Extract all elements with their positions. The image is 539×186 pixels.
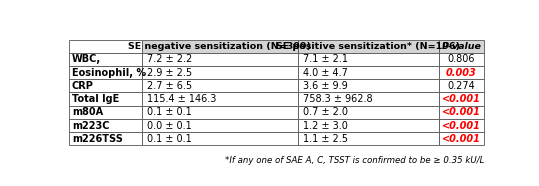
- Text: SE negative sensitization (N=399): SE negative sensitization (N=399): [128, 42, 312, 51]
- Text: Eosinophil, %: Eosinophil, %: [72, 68, 146, 78]
- Text: 3.6 ± 9.9: 3.6 ± 9.9: [302, 81, 347, 91]
- Text: 758.3 ± 962.8: 758.3 ± 962.8: [302, 94, 372, 104]
- Text: 7.1 ± 2.1: 7.1 ± 2.1: [302, 54, 348, 64]
- Text: 7.2 ± 2.2: 7.2 ± 2.2: [147, 54, 192, 64]
- Text: P-value: P-value: [441, 42, 481, 51]
- Bar: [142, 119, 298, 132]
- Bar: [70, 53, 142, 66]
- Bar: [439, 106, 484, 119]
- Bar: [298, 53, 439, 66]
- Text: WBC,: WBC,: [72, 54, 101, 64]
- Bar: [70, 39, 142, 53]
- Bar: [142, 132, 298, 145]
- Text: 0.0 ± 0.1: 0.0 ± 0.1: [147, 121, 192, 131]
- Bar: [70, 119, 142, 132]
- Text: m223C: m223C: [72, 121, 109, 131]
- Bar: [70, 79, 142, 92]
- Text: <0.001: <0.001: [442, 94, 481, 104]
- Text: 115.4 ± 146.3: 115.4 ± 146.3: [147, 94, 217, 104]
- Bar: [298, 106, 439, 119]
- Text: 0.1 ± 0.1: 0.1 ± 0.1: [147, 134, 192, 144]
- Bar: [439, 119, 484, 132]
- Text: <0.001: <0.001: [442, 121, 481, 131]
- Text: m226TSS: m226TSS: [72, 134, 123, 144]
- Bar: [142, 66, 298, 79]
- Bar: [298, 79, 439, 92]
- Bar: [70, 132, 142, 145]
- Text: m80A: m80A: [72, 107, 103, 117]
- Bar: [142, 92, 298, 106]
- Bar: [142, 39, 298, 53]
- Text: 1.1 ± 2.5: 1.1 ± 2.5: [302, 134, 348, 144]
- Text: SE positive sensitization* (N=196): SE positive sensitization* (N=196): [276, 42, 460, 51]
- Text: Total IgE: Total IgE: [72, 94, 119, 104]
- Text: 0.003: 0.003: [446, 68, 477, 78]
- Text: 2.9 ± 2.5: 2.9 ± 2.5: [147, 68, 192, 78]
- Bar: [298, 119, 439, 132]
- Bar: [298, 66, 439, 79]
- Bar: [70, 66, 142, 79]
- Text: <0.001: <0.001: [442, 107, 481, 117]
- Bar: [142, 106, 298, 119]
- Bar: [70, 92, 142, 106]
- Bar: [298, 132, 439, 145]
- Bar: [298, 39, 439, 53]
- Bar: [439, 92, 484, 106]
- Bar: [439, 132, 484, 145]
- Text: 4.0 ± 4.7: 4.0 ± 4.7: [302, 68, 348, 78]
- Bar: [298, 92, 439, 106]
- Text: 0.806: 0.806: [448, 54, 475, 64]
- Bar: [142, 79, 298, 92]
- Text: *If any one of SAE A, C, TSST is confirmed to be ≥ 0.35 kU/L: *If any one of SAE A, C, TSST is confirm…: [225, 155, 484, 164]
- Text: 1.2 ± 3.0: 1.2 ± 3.0: [302, 121, 348, 131]
- Text: 0.7 ± 2.0: 0.7 ± 2.0: [302, 107, 348, 117]
- Bar: [70, 106, 142, 119]
- Bar: [439, 79, 484, 92]
- Text: 0.274: 0.274: [447, 81, 475, 91]
- Text: 0.1 ± 0.1: 0.1 ± 0.1: [147, 107, 192, 117]
- Bar: [439, 66, 484, 79]
- Bar: [439, 53, 484, 66]
- Bar: [439, 39, 484, 53]
- Bar: [142, 53, 298, 66]
- Text: <0.001: <0.001: [442, 134, 481, 144]
- Text: CRP: CRP: [72, 81, 94, 91]
- Text: 2.7 ± 6.5: 2.7 ± 6.5: [147, 81, 192, 91]
